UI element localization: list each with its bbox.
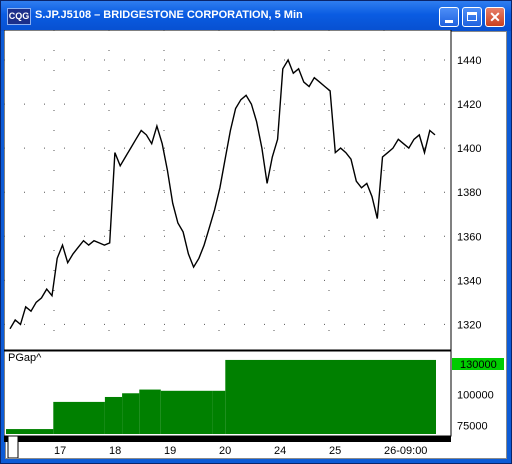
- study-tick-label: 100000: [457, 390, 494, 402]
- current-value-label: 130000: [460, 359, 497, 371]
- study-step: [122, 393, 140, 434]
- price-series: [9, 58, 436, 330]
- maximize-icon: [467, 12, 477, 21]
- study-step: [53, 401, 105, 434]
- study-step: [6, 429, 54, 434]
- study-label: PGap^: [8, 352, 42, 364]
- price-tick-label: 1420: [457, 99, 481, 111]
- time-scale-bar: [4, 436, 451, 442]
- title-bar[interactable]: CQG S.JP.J5108 – BRIDGESTONE CORPORATION…: [1, 1, 511, 31]
- window-title: S.JP.J5108 – BRIDGESTONE CORPORATION, 5 …: [35, 9, 303, 21]
- time-tick-label: 17: [54, 445, 66, 457]
- price-tick-label: 1380: [457, 187, 481, 199]
- price-pane: [4, 30, 452, 351]
- study-step: [225, 359, 436, 434]
- time-tick-label: 20: [219, 445, 231, 457]
- price-line: [9, 58, 436, 330]
- minimize-icon: [445, 20, 453, 23]
- time-tick-label: 19: [164, 445, 176, 457]
- time-tick-label: 26-09:00: [384, 445, 427, 457]
- price-tick-label: 1320: [457, 319, 481, 331]
- close-button[interactable]: ✕: [485, 7, 505, 27]
- study-step: [212, 390, 226, 434]
- price-tick-label: 1440: [457, 55, 481, 67]
- time-tick-label: 24: [274, 445, 286, 457]
- price-axis: 1440 1420 1400 1380 1360 1340 1320: [457, 55, 481, 331]
- study-series: [6, 359, 436, 434]
- app-icon: CQG: [7, 8, 31, 25]
- close-icon: ✕: [489, 9, 501, 25]
- study-step: [139, 389, 161, 434]
- time-axis: 17 18 19 20 24 25 26-09:00: [54, 445, 427, 457]
- minimize-button[interactable]: [439, 7, 459, 27]
- study-step: [104, 396, 123, 434]
- study-step: [160, 390, 213, 434]
- scroll-thumb[interactable]: [7, 435, 19, 458]
- price-tick-label: 1360: [457, 231, 481, 243]
- current-value-marker: 130000: [452, 358, 504, 371]
- study-tick-label: 75000: [457, 420, 488, 432]
- price-tick-label: 1400: [457, 143, 481, 155]
- price-tick-label: 1340: [457, 275, 481, 287]
- time-tick-label: 18: [109, 445, 121, 457]
- maximize-button[interactable]: [462, 7, 482, 27]
- time-tick-label: 25: [329, 445, 341, 457]
